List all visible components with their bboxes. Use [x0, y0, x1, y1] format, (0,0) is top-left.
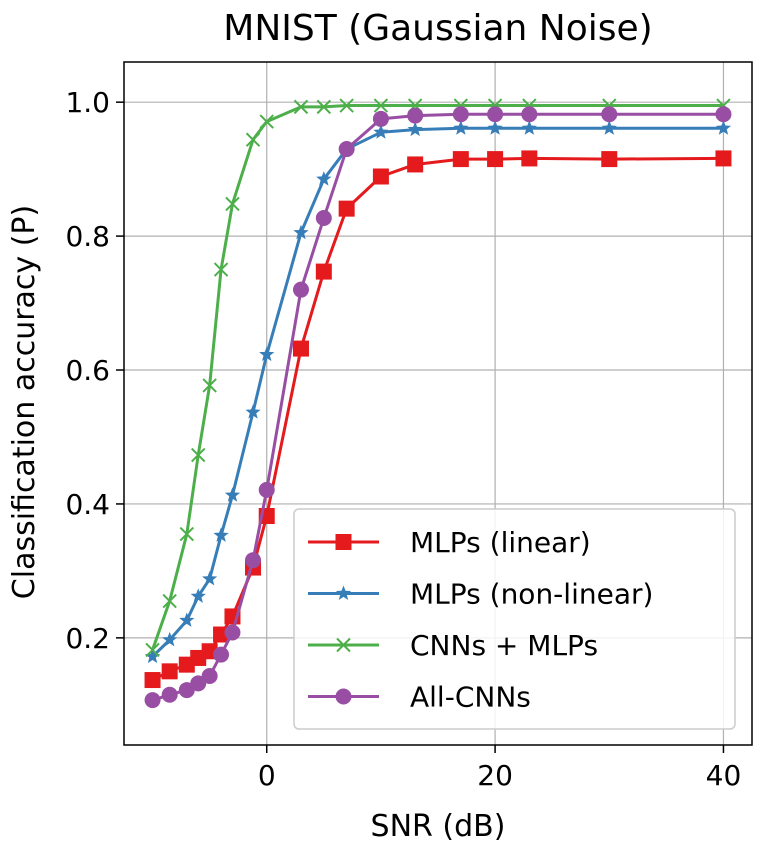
data-point: [407, 156, 424, 173]
legend-entry: All-CNNs: [308, 681, 531, 714]
data-point: [315, 263, 332, 280]
data-point: [145, 642, 160, 658]
data-point: [259, 114, 274, 129]
data-point: [338, 141, 355, 158]
legend-label: All-CNNs: [410, 681, 531, 714]
data-point: [245, 552, 262, 569]
data-point: [224, 624, 241, 641]
data-point: [191, 447, 206, 463]
data-point: [245, 404, 261, 419]
plot-frame: [123, 61, 753, 746]
y-tick-label: 0.2: [65, 622, 110, 655]
legend-marker: [335, 534, 352, 550]
legend-label: MLPs (non-linear): [410, 578, 653, 611]
data-point: [715, 150, 732, 167]
data-point: [453, 120, 469, 135]
data-point: [161, 686, 178, 703]
data-point: [373, 124, 389, 139]
data-point: [316, 171, 332, 186]
y-tick-label: 0.4: [65, 488, 110, 521]
data-point: [339, 98, 354, 113]
legend-entry: CNNs + MLPs: [308, 629, 598, 662]
data-point: [190, 588, 206, 603]
data-point: [452, 106, 469, 123]
data-point: [225, 196, 240, 212]
data-point: [338, 200, 355, 217]
data-point: [601, 106, 618, 123]
legend-label: CNNs + MLPs: [410, 629, 598, 662]
y-tick-label: 1.0: [65, 86, 110, 119]
data-point: [407, 107, 424, 124]
data-point: [213, 262, 229, 277]
data-point: [293, 224, 309, 240]
legend-entry: MLPs (non-linear): [308, 578, 653, 611]
data-point: [316, 99, 332, 115]
series-1: [144, 120, 732, 664]
data-point: [245, 132, 261, 147]
data-point: [224, 487, 241, 502]
data-point: [601, 151, 618, 168]
x-tick-label: 40: [706, 759, 742, 792]
data-point: [201, 668, 218, 685]
data-point: [521, 106, 538, 123]
chart-title: MNIST (Gaussian Noise): [223, 8, 652, 49]
data-point: [144, 648, 161, 664]
data-point: [601, 120, 617, 135]
data-point: [521, 120, 537, 135]
legend-label: MLPs (linear): [410, 526, 591, 559]
axis-ticks: 0 20 40 0.2 0.4 0.6 0.8 1.0: [65, 86, 741, 792]
data-point: [179, 526, 195, 542]
data-point: [202, 378, 217, 393]
legend-marker: [336, 637, 351, 653]
data-point: [162, 593, 177, 609]
legend-marker: [335, 688, 352, 705]
data-point: [372, 110, 389, 127]
data-point: [372, 168, 389, 185]
legend: MLPs (linear) MLPs (non-linear) CNNs + MLP…: [293, 508, 736, 730]
data-point: [452, 151, 469, 168]
data-point: [292, 281, 309, 298]
data-point: [179, 612, 195, 627]
data-point: [521, 150, 538, 167]
data-point: [144, 692, 161, 709]
data-point: [213, 527, 229, 542]
legend-marker: [335, 585, 352, 600]
data-point: [315, 210, 332, 227]
legend-box: [293, 508, 736, 730]
data-point: [293, 99, 309, 115]
data-point: [161, 663, 178, 680]
data-point: [258, 481, 275, 498]
data-point: [144, 672, 161, 689]
data-point: [407, 121, 423, 137]
x-tick-label: 20: [477, 759, 513, 792]
data-point: [487, 151, 504, 168]
series-3: [144, 106, 732, 709]
data-point: [292, 340, 309, 357]
data-point: [259, 346, 275, 362]
data-point: [162, 631, 178, 647]
y-tick-label: 0.8: [65, 220, 110, 253]
x-axis-label: SNR (dB): [371, 809, 506, 844]
x-tick-label: 0: [258, 759, 276, 792]
y-tick-label: 0.6: [65, 354, 110, 387]
data-point: [487, 106, 504, 123]
data-point: [487, 120, 503, 135]
data-point: [190, 675, 207, 692]
data-point: [373, 98, 389, 113]
data-point: [213, 646, 230, 663]
series-group: [144, 98, 732, 709]
data-point: [715, 106, 732, 123]
y-axis-label: Classification accuracy (P): [7, 205, 42, 599]
legend-entry: MLPs (linear): [308, 526, 591, 559]
data-point: [202, 570, 218, 586]
data-point: [715, 120, 732, 135]
